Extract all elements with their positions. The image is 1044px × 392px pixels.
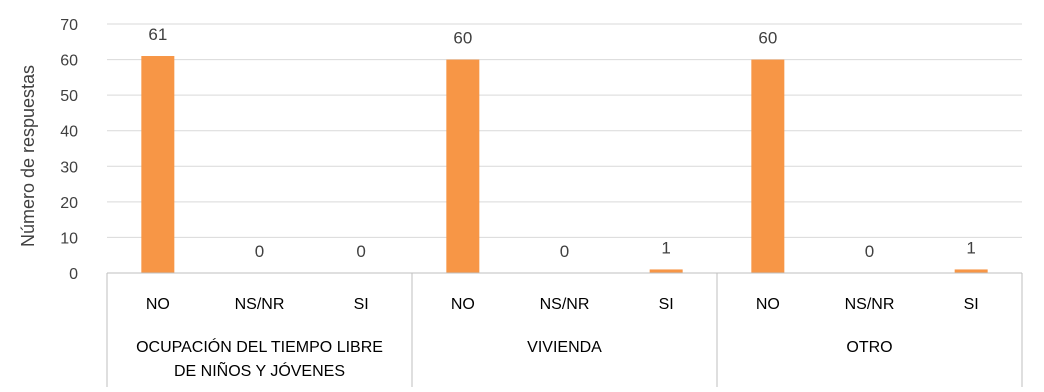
y-axis-title: Número de respuestas (18, 65, 38, 247)
data-label: 60 (453, 29, 472, 48)
x-category-label: NS/NR (540, 296, 590, 313)
x-group-label: VIVIENDA (527, 339, 602, 356)
data-label: 1 (966, 238, 975, 257)
x-category-label: NS/NR (235, 296, 285, 313)
data-label: 60 (758, 29, 777, 48)
y-tick-label: 10 (60, 230, 78, 247)
data-label: 0 (356, 242, 365, 261)
data-label: 61 (148, 25, 167, 44)
y-tick-label: 70 (60, 17, 78, 34)
y-tick-label: 0 (69, 266, 78, 283)
y-tick-label: 50 (60, 88, 78, 105)
data-label: 0 (255, 242, 264, 261)
x-category-label: SI (659, 296, 674, 313)
x-category-label: NO (146, 296, 170, 313)
x-category-label: NS/NR (845, 296, 895, 313)
x-group-label: DE NIÑOS Y JÓVENES (174, 360, 345, 380)
bar (954, 269, 988, 273)
bars (141, 56, 988, 274)
x-category-label: NO (451, 296, 475, 313)
y-tick-label: 20 (60, 195, 78, 212)
gridlines (107, 23, 1022, 238)
x-category-label: SI (354, 296, 369, 313)
bar (751, 59, 785, 274)
bar (649, 269, 683, 273)
axes (106, 272, 1023, 387)
y-tick-label: 30 (60, 159, 78, 176)
bar (446, 59, 480, 274)
data-label: 1 (661, 238, 670, 257)
y-tick-label: 60 (60, 53, 78, 70)
data-label: 0 (865, 242, 874, 261)
x-group-label: OCUPACIÓN DEL TIEMPO LIBRE (136, 337, 383, 356)
bar (141, 56, 175, 274)
data-label: 0 (560, 242, 569, 261)
x-category-label: NO (756, 296, 780, 313)
x-category-label: SI (964, 296, 979, 313)
y-tick-label: 40 (60, 124, 78, 141)
x-group-label: OTRO (846, 339, 892, 356)
